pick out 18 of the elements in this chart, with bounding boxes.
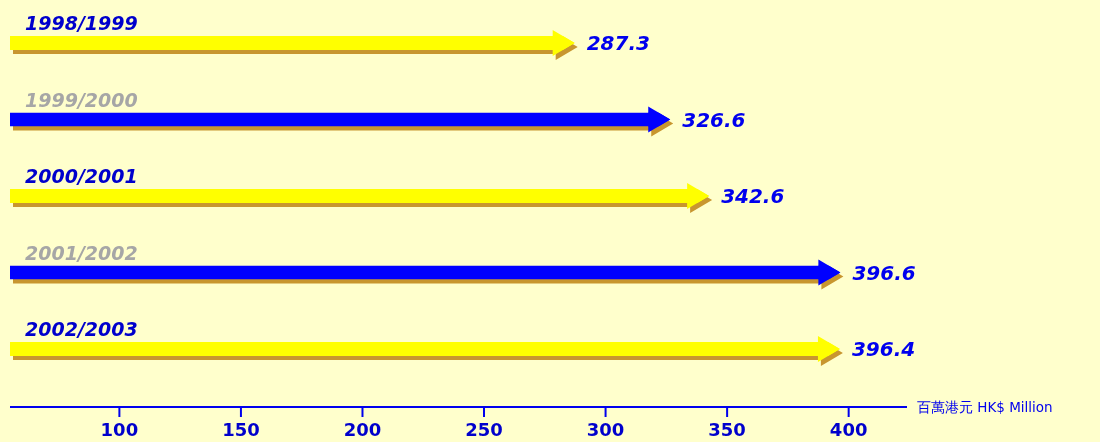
y-tick-label: 2002/2003: [25, 318, 138, 340]
data-label: 287.3: [586, 31, 650, 55]
data-label: 326.6: [682, 107, 746, 132]
x-axis-title: 百萬港元 HK$ Million: [917, 399, 1053, 415]
x-tick-label: 200: [343, 419, 382, 440]
y-tick-label: 1999/2000: [25, 88, 138, 111]
x-tick-label: 250: [465, 419, 503, 440]
data-label: 396.6: [852, 260, 916, 285]
x-tick-label: 150: [222, 419, 260, 440]
x-tick-label: 100: [100, 419, 139, 440]
y-tick-label: 2001/2002: [25, 241, 138, 264]
x-tick-label: 400: [829, 419, 868, 440]
data-label: 396.4: [851, 337, 916, 361]
data-label: 342.6: [721, 184, 785, 208]
y-tick-label: 2000/2001: [25, 165, 138, 187]
x-tick-label: 300: [586, 419, 625, 440]
y-tick-label: 1998/1999: [25, 12, 138, 34]
x-tick-label: 350: [708, 419, 746, 440]
